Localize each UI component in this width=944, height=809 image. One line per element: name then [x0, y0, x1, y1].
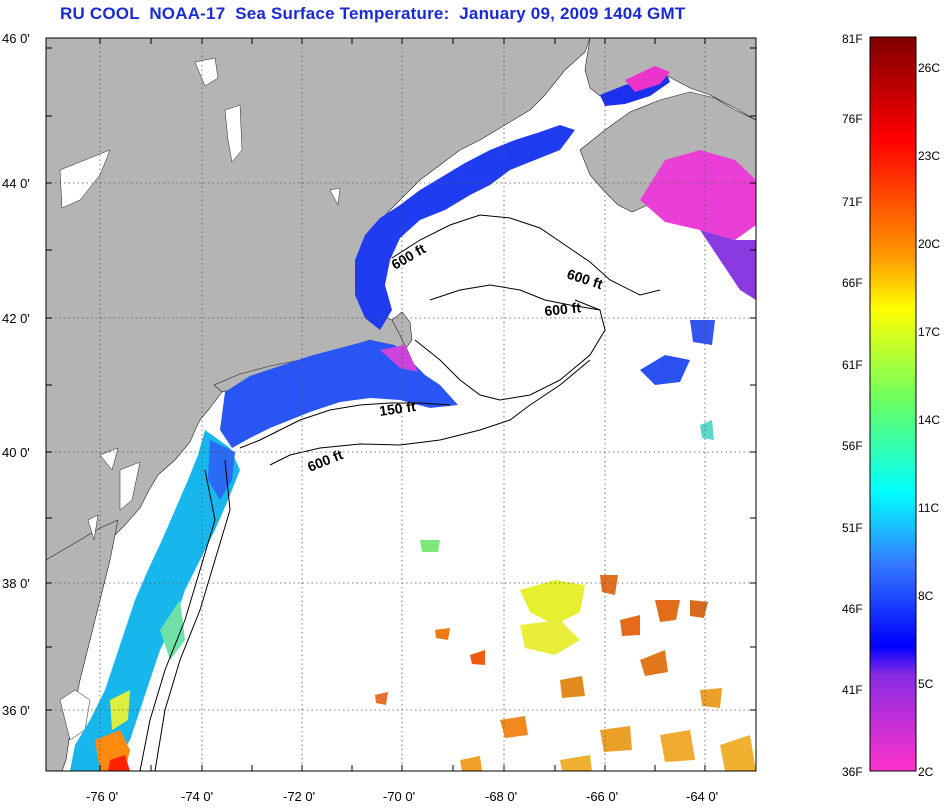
contour-label: 600 ft: [544, 299, 582, 319]
lat-label: 46 0': [2, 31, 30, 46]
colorbar-f-label: 71F: [842, 195, 863, 209]
colorbar-f-label: 36F: [842, 765, 863, 779]
lon-label: -68 0': [485, 789, 517, 804]
lat-label: 38 0': [2, 576, 30, 591]
colorbar-f-label: 66F: [842, 276, 863, 290]
colorbar-f-label: 46F: [842, 602, 863, 616]
colorbar-c-label: 14C: [918, 413, 940, 427]
lat-label: 44 0': [2, 176, 30, 191]
colorbar-c-label: 11C: [918, 501, 939, 515]
tick-marks: [46, 38, 756, 771]
longitude-labels: -76 0' -74 0' -72 0' -70 0' -68 0' -66 0…: [86, 789, 718, 804]
colorbar: 81F 76F 71F 66F 61F 56F 51F 46F 41F 36F …: [842, 32, 940, 779]
colorbar-f-label: 61F: [842, 358, 863, 372]
sst-field: [70, 66, 756, 771]
contour-label: 150 ft: [378, 398, 417, 419]
map-frame: [45, 37, 757, 772]
colorbar-gradient: [869, 36, 917, 772]
colorbar-c-label: 8C: [918, 589, 934, 603]
lat-label: 42 0': [2, 311, 30, 326]
colorbar-c-label: 2C: [918, 765, 934, 779]
lon-label: -72 0': [283, 789, 315, 804]
lon-label: -70 0': [383, 789, 415, 804]
colorbar-c-label: 17C: [918, 325, 940, 339]
colorbar-f-label: 81F: [842, 32, 863, 46]
lon-label: -74 0': [181, 789, 213, 804]
colorbar-f-label: 76F: [842, 112, 863, 126]
lon-label: -64 0': [686, 789, 718, 804]
bathymetry-contours: [139, 214, 661, 772]
colorbar-f-label: 41F: [842, 683, 863, 697]
colorbar-c-label: 23C: [918, 149, 940, 163]
colorbar-f-label: 51F: [842, 521, 863, 535]
grid: [46, 38, 756, 771]
colorbar-c-label: 20C: [918, 237, 940, 251]
colorbar-c-label: 26C: [918, 61, 940, 75]
page-title: RU COOL NOAA-17 Sea Surface Temperature:…: [60, 4, 686, 23]
colorbar-c-label: 5C: [918, 677, 934, 691]
lat-label: 36 0': [2, 703, 30, 718]
latitude-labels: 46 0' 44 0' 42 0' 40 0' 38 0' 36 0': [2, 31, 30, 718]
colorbar-f-label: 56F: [842, 439, 863, 453]
lat-label: 40 0': [2, 445, 30, 460]
inland-water: [59, 57, 341, 741]
lon-label: -76 0': [86, 789, 118, 804]
lon-label: -66 0': [586, 789, 618, 804]
